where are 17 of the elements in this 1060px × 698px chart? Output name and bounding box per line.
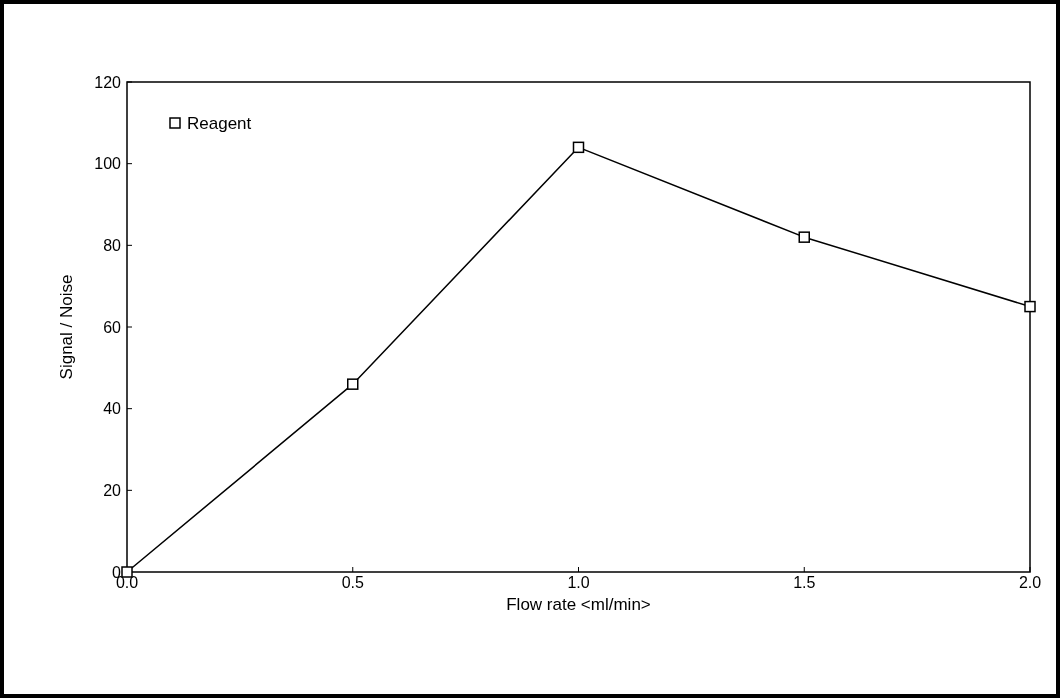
point [572, 141, 585, 154]
x-tick-label: 0.5 [341, 574, 364, 591]
x-tick-label: 2.0 [1018, 574, 1042, 591]
legend-label: Reagent [187, 113, 252, 133]
y-tick-label: 40 [103, 400, 122, 418]
point [798, 231, 810, 243]
y-axis-title: Signal / Noise [57, 274, 76, 380]
x-tick-label: 1.5 [793, 574, 816, 591]
y-tick-label: 60 [103, 318, 122, 336]
y-tick-label: 120 [94, 73, 122, 91]
point [1024, 300, 1036, 313]
y-tick-label: 20 [103, 481, 122, 499]
y-tick-label: 100 [94, 155, 122, 173]
point [347, 378, 359, 390]
y-tick-label: 80 [103, 236, 122, 254]
x-axis-title: Flow rate <ml/min> [506, 595, 651, 614]
x-tick-label: 1.0 [567, 574, 590, 591]
